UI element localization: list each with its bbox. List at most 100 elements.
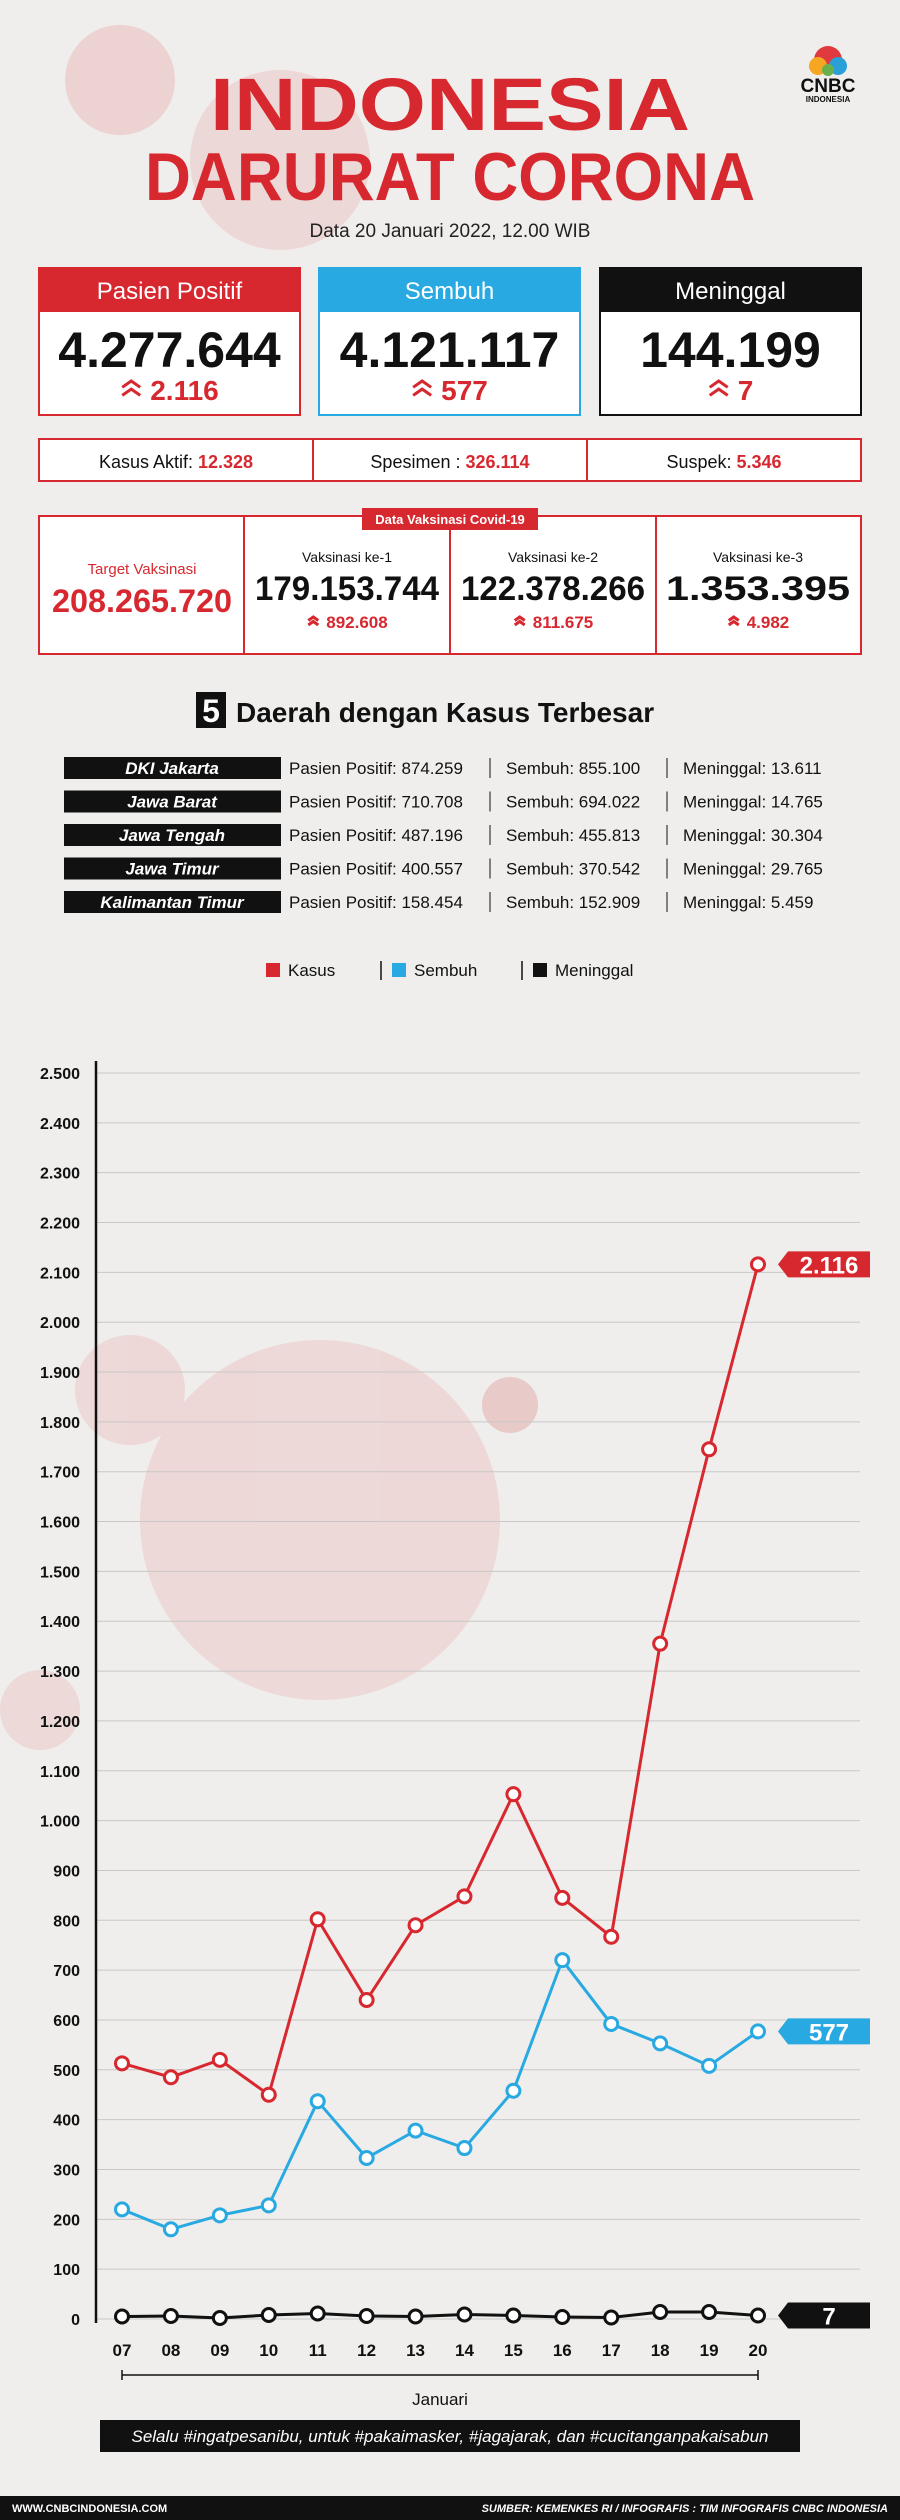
stat-value: 12.328 <box>198 452 253 472</box>
stats: Kasus Aktif: 12.328 Spesimen : 326.114 Sus… <box>38 438 862 482</box>
virus-decor <box>0 1670 80 1750</box>
chevron <box>121 379 142 397</box>
point <box>456 1888 473 1905</box>
y-tick-label: 2.000 <box>40 1315 80 1332</box>
region-positif: Pasien Positif: 487.196 <box>289 826 463 845</box>
x-axis-label: Januari <box>412 2390 468 2409</box>
virus-decor <box>190 70 370 250</box>
point <box>309 2093 326 2110</box>
card-header <box>600 268 861 312</box>
virus-decor <box>140 1340 500 1700</box>
virus-decor <box>75 1335 185 1445</box>
region-name: Jawa Tengah <box>119 826 225 845</box>
x-tick-label: 19 <box>700 2341 719 2360</box>
card-change: 577 <box>441 375 488 406</box>
stat-label: Suspek: <box>666 452 731 472</box>
region-box <box>64 891 281 913</box>
chevron <box>727 615 740 627</box>
series-line <box>121 1264 760 2098</box>
point <box>211 2207 228 2224</box>
legend-swatch <box>392 963 406 977</box>
chevron <box>513 615 526 627</box>
y-tick-label: 1.000 <box>40 1814 80 1831</box>
point <box>603 1928 620 1945</box>
dose-total: 122.378.266 <box>461 570 645 608</box>
point <box>603 2015 620 2032</box>
stats-box <box>38 438 862 482</box>
region-box <box>64 757 281 779</box>
region-positif: Pasien Positif: 158.454 <box>289 893 463 912</box>
point <box>652 2304 669 2321</box>
point <box>211 2310 228 2327</box>
end-label-box <box>778 2018 870 2045</box>
x-tick-label: 08 <box>161 2341 180 2360</box>
y-tick-label: 2.500 <box>40 1066 80 1083</box>
y-tick-label: 800 <box>53 1913 80 1930</box>
stat-value: 5.346 <box>737 452 782 472</box>
point <box>554 1889 571 1906</box>
y-tick-label: 700 <box>53 1963 80 1980</box>
region-meninggal: Meninggal: 30.304 <box>683 826 823 845</box>
region-positif: Pasien Positif: 710.708 <box>289 793 463 812</box>
stat: Kasus Aktif: 12.328 <box>99 452 253 472</box>
point <box>701 1441 718 1458</box>
logo: CNBC INDONESIA <box>801 46 856 104</box>
stat-value: 326.114 <box>465 452 529 472</box>
point <box>162 2308 179 2325</box>
x-tick-label: 18 <box>651 2341 670 2360</box>
y-tick-label: 1.600 <box>40 1515 80 1532</box>
end-label-box <box>778 1251 870 1278</box>
region-box <box>64 790 281 813</box>
stat-label: Spesimen : <box>370 452 460 472</box>
logo-sub: INDONESIA <box>806 95 851 104</box>
point <box>505 2082 522 2099</box>
y-tick-label: 2.200 <box>40 1216 80 1233</box>
source: SUMBER: KEMENKES RI / INFOGRAFIS : TIM I… <box>482 2503 888 2515</box>
point <box>309 1911 326 1928</box>
card-change: 7 <box>738 375 754 406</box>
y-tick-label: 1.200 <box>40 1714 80 1731</box>
legend-swatch <box>533 963 547 977</box>
x-tick-label: 13 <box>406 2341 425 2360</box>
series-line <box>121 1957 759 2231</box>
point <box>358 2150 375 2167</box>
y-tick-label: 1.700 <box>40 1465 80 1482</box>
x-tick-label: 07 <box>113 2341 132 2360</box>
point <box>701 2057 718 2074</box>
point <box>701 2304 718 2321</box>
chart: 0 100 200 300 400 500 600 700 800 900 1.000 1.100 1.… <box>40 1061 870 2409</box>
dose-label: Vaksinasi ke-3 <box>713 549 803 565</box>
end-label-box <box>778 2302 870 2329</box>
region-name: Jawa Barat <box>127 793 218 812</box>
point <box>114 2055 130 2072</box>
point <box>750 2023 766 2040</box>
vaccination-tag <box>362 508 538 530</box>
region-sembuh: Sembuh: 855.100 <box>506 759 640 778</box>
region-meninggal: Meninggal: 5.459 <box>683 893 813 912</box>
x-tick-label: 20 <box>749 2341 768 2360</box>
point <box>750 1256 766 1273</box>
point <box>456 2140 473 2157</box>
region-meninggal: Meninggal: 13.611 <box>683 759 822 778</box>
slogan: Selalu #ingatpesanibu, untuk #pakaimaske… <box>131 2427 768 2446</box>
footer-bar <box>0 2496 900 2520</box>
target-value: 208.265.720 <box>52 583 232 619</box>
point <box>358 2308 375 2325</box>
y-tick-label: 1.300 <box>40 1664 80 1681</box>
region-name: DKI Jakarta <box>125 759 219 778</box>
slogan-bar <box>100 2420 800 2452</box>
card-header <box>319 268 580 312</box>
card-total: 144.199 <box>640 322 821 378</box>
region-name: Jawa Timur <box>125 860 220 879</box>
point <box>260 2197 277 2214</box>
vaccination-title: Data Vaksinasi Covid-19 <box>375 512 525 527</box>
point <box>456 2306 473 2323</box>
point <box>309 2305 326 2322</box>
card-label: Sembuh <box>405 278 494 305</box>
number: 5 <box>202 693 220 729</box>
website: WWW.CNBCINDONESIA.COM <box>12 2503 167 2515</box>
region-meninggal: Meninggal: 14.765 <box>683 793 823 812</box>
y-tick-label: 200 <box>53 2212 80 2229</box>
